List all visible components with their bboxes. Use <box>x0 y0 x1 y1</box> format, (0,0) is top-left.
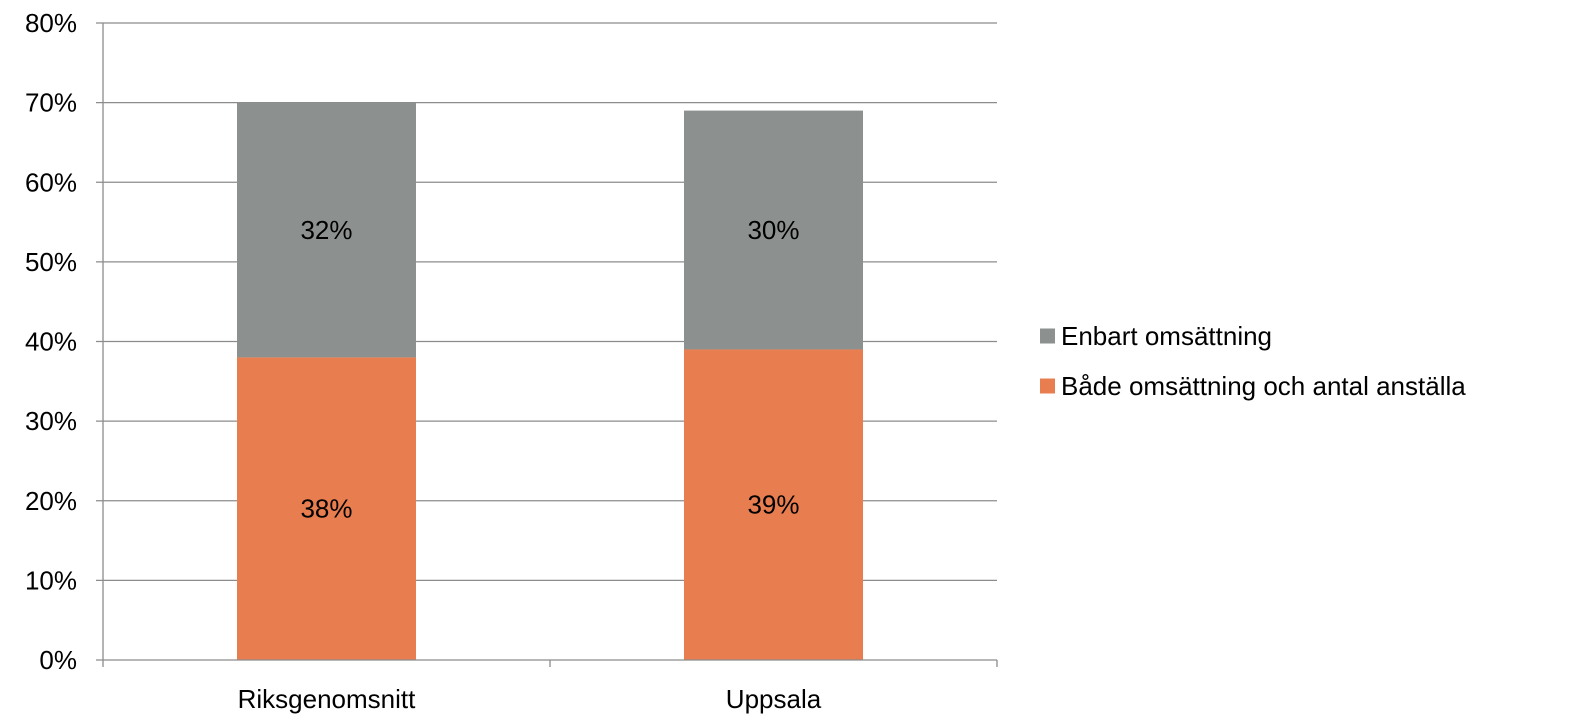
bar-segment <box>684 349 863 660</box>
bar-segment <box>684 110 863 350</box>
legend-swatch <box>1040 328 1055 344</box>
y-tick-label: 0% <box>39 645 77 675</box>
y-tick-label: 80% <box>25 8 77 38</box>
x-category-labels: Riksgenomsnitt Uppsala <box>238 684 822 714</box>
data-label: 39% <box>747 490 799 520</box>
y-tick-labels: 0% 10% 20% 30% 40% 50% 60% 70% 80% <box>25 8 77 675</box>
legend-swatch <box>1040 378 1055 394</box>
x-category-label: Riksgenomsnitt <box>238 684 417 714</box>
y-tick-label: 70% <box>25 88 77 118</box>
legend-label: Både omsättning och antal anställa <box>1061 371 1466 401</box>
data-label: 30% <box>747 215 799 245</box>
y-tick-label: 30% <box>25 406 77 436</box>
axes <box>96 23 998 667</box>
bar-segment <box>237 102 416 358</box>
legend-label: Enbart omsättning <box>1061 321 1272 351</box>
y-tick-label: 40% <box>25 327 77 357</box>
data-labels: 38% 32% 39% 30% <box>300 215 799 524</box>
data-label: 38% <box>300 494 352 524</box>
y-tick-label: 20% <box>25 486 77 516</box>
bar-segment <box>237 357 416 660</box>
y-tick-label: 10% <box>25 565 77 595</box>
data-label: 32% <box>300 215 352 245</box>
legend: Enbart omsättning Både omsättning och ant… <box>1040 321 1466 401</box>
x-category-label: Uppsala <box>726 684 822 714</box>
y-tick-label: 50% <box>25 247 77 277</box>
bars <box>237 102 863 660</box>
y-tick-label: 60% <box>25 167 77 197</box>
